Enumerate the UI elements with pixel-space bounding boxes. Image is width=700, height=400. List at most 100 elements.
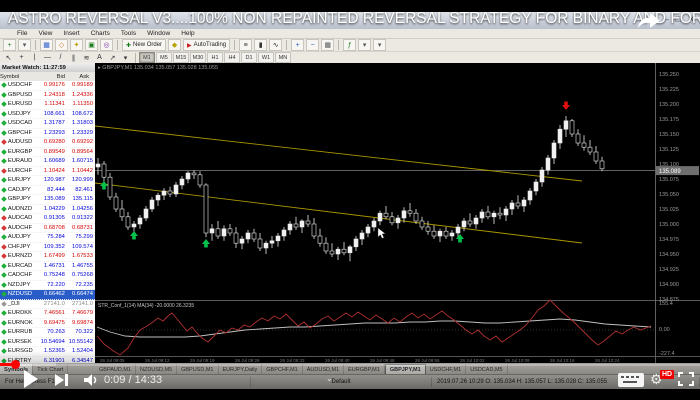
volume-button[interactable] — [84, 374, 100, 386]
market-watch-icon[interactable]: ▦ — [40, 39, 53, 51]
profiles-icon[interactable]: ▾ — [18, 39, 31, 51]
chevron-down-icon[interactable]: ⌄ — [326, 374, 333, 383]
table-row[interactable]: EURSGD 1.52365 1.52404 — [0, 347, 95, 357]
column-header-ask[interactable]: Ask — [79, 73, 89, 80]
table-row[interactable]: AUDNZD 1.04229 1.04256 — [0, 205, 95, 214]
table-row[interactable]: EURUSD 1.11341 1.11350 — [0, 100, 95, 110]
chart-background[interactable] — [95, 63, 700, 363]
video-title[interactable]: ASTRO REVERSAL V3....100% NON REPAINTED … — [8, 10, 700, 27]
table-row[interactable]: CHFJPY 109.352 109.574 — [0, 243, 95, 252]
timeframe-m30[interactable]: M30 — [190, 52, 206, 63]
table-row[interactable]: USDCHF 0.99176 0.99189 — [0, 81, 95, 91]
metaeditor-icon[interactable]: ◆ — [168, 39, 182, 51]
timeframe-w1[interactable]: W1 — [258, 52, 274, 63]
table-row[interactable]: AUDJPY 75.284 75.299 — [0, 233, 95, 243]
timeframe-h4[interactable]: H4 — [224, 52, 240, 63]
bid-cell: 108.661 — [43, 110, 65, 117]
zoom-out-icon[interactable]: − — [306, 39, 320, 51]
vertical-line-tool-icon[interactable]: | — [33, 54, 36, 61]
arrow-tool-icon[interactable]: ↗ — [109, 54, 116, 62]
table-row[interactable]: GBPUSD 1.24318 1.24336 — [0, 91, 95, 100]
table-row[interactable]: USDJPY 108.661 108.672 — [0, 110, 95, 119]
table-row[interactable]: EURNZD 1.67499 1.67533 — [0, 252, 95, 262]
table-row[interactable]: EURCHF 1.10424 1.10442 — [0, 167, 95, 176]
fibonacci-tool-icon[interactable]: ≋ — [83, 54, 90, 62]
next-button[interactable] — [55, 374, 71, 386]
bar-chart-icon[interactable]: ≡ — [239, 39, 253, 51]
window-controls[interactable]: – □ ✕ — [664, 14, 697, 24]
timeframe-d1[interactable]: D1 — [241, 52, 257, 63]
table-row[interactable]: EURCAD 1.46731 1.46755 — [0, 262, 95, 271]
timeframe-h1[interactable]: H1 — [207, 52, 223, 63]
trendline[interactable] — [95, 125, 583, 182]
strategy-tester-icon[interactable]: ◎ — [100, 39, 113, 51]
video-scrubber[interactable] — [11, 360, 20, 369]
periods-icon[interactable]: ▾ — [358, 39, 372, 51]
templates-icon[interactable]: ▾ — [373, 39, 387, 51]
share-icon[interactable] — [636, 12, 662, 30]
candlestick-chart-icon[interactable]: ▮ — [254, 39, 268, 51]
keyboard-icon[interactable] — [618, 373, 644, 387]
price-chart[interactable]: 135.250 135.225 135.200 135.175 135.150 135.1… — [95, 63, 700, 363]
table-row[interactable]: USDCAD 1.31787 1.31803 — [0, 119, 95, 129]
table-row[interactable]: NZDJPY 72.220 72.235 — [0, 281, 95, 290]
new-order-button[interactable]: ✚ New Order — [122, 39, 167, 51]
table-row[interactable]: CADCHF 0.75248 0.75268 — [0, 271, 95, 281]
channel-tool-icon[interactable]: ∥ — [71, 54, 76, 62]
bid-cell: 1.60689 — [43, 158, 65, 165]
line-chart-icon[interactable]: ∿ — [269, 39, 283, 51]
table-row[interactable]: EURNOK 9.69475 9.69874 — [0, 319, 95, 328]
menu-item-help[interactable]: Help — [181, 30, 195, 37]
status-profile[interactable]: Default — [251, 377, 432, 387]
menu-item-tools[interactable]: Tools — [120, 30, 137, 37]
shapes-tool-icon[interactable]: ▾ — [123, 54, 128, 62]
timeframe-mn[interactable]: MN — [275, 52, 291, 63]
fullscreen-button[interactable] — [678, 372, 694, 386]
symbol-cell: AUDJPY — [7, 234, 31, 241]
table-row[interactable]: GBPCHF 1.23293 1.23329 — [0, 129, 95, 138]
crosshair-tool-icon[interactable]: + — [19, 54, 24, 61]
column-header-bid[interactable]: Bid — [56, 73, 65, 80]
table-row[interactable]: _DJI 27141.0 27141.0 — [0, 300, 95, 309]
table-row[interactable]: CADJPY 82.444 82.461 — [0, 186, 95, 195]
menu-item-window[interactable]: Window — [147, 30, 171, 37]
table-row[interactable]: EURRUB 70.263 70.322 — [0, 328, 95, 338]
navigator-icon[interactable]: ✦ — [70, 39, 83, 51]
table-row[interactable]: AUDCHF 0.68708 0.68731 — [0, 224, 95, 233]
text-tool-icon[interactable]: A — [97, 54, 102, 61]
table-row[interactable]: EURSEK 10.54694 10.55142 — [0, 338, 95, 347]
terminal-icon[interactable]: ▣ — [85, 39, 98, 51]
menu-item-view[interactable]: View — [38, 30, 53, 37]
video-progress-bar[interactable] — [0, 360, 700, 369]
table-row[interactable]: NZDUSD 0.66462 0.66474 — [0, 290, 95, 300]
timeframe-m5[interactable]: M5 — [156, 52, 172, 63]
market-watch-table[interactable]: USDCHF 0.99176 0.99189 GBPUSD 1.24318 1.24336… — [0, 81, 95, 363]
timeframe-m15[interactable]: M15 — [173, 52, 189, 63]
candlestick — [287, 223, 293, 231]
ask-cell: 1.04256 — [72, 205, 93, 212]
table-row[interactable]: AUDUSD 0.69280 0.69292 — [0, 138, 95, 148]
zoom-in-icon[interactable]: + — [291, 39, 305, 51]
trendline-tool-icon[interactable]: / — [59, 54, 62, 61]
horizontal-line-tool-icon[interactable]: — — [44, 54, 51, 61]
table-row[interactable]: EURDKK 7.46561 7.46679 — [0, 309, 95, 319]
table-row[interactable]: EURGBP 0.89549 0.89564 — [0, 148, 95, 157]
table-row[interactable]: EURJPY 120.987 120.999 — [0, 176, 95, 186]
settings-gear-icon[interactable]: ⚙ — [650, 371, 663, 387]
play-button[interactable] — [24, 370, 38, 388]
symbol-status-icon — [1, 101, 7, 108]
indicators-icon[interactable]: ƒ — [343, 39, 357, 51]
table-row[interactable]: AUDCAD 0.91305 0.91322 — [0, 214, 95, 224]
cursor-tool-icon[interactable]: ↖ — [5, 54, 12, 62]
menu-item-charts[interactable]: Charts — [90, 30, 110, 37]
new-chart-icon[interactable]: + — [3, 39, 16, 51]
autotrading-button[interactable]: ▶ AutoTrading — [183, 39, 231, 51]
data-window-icon[interactable]: ◇ — [55, 39, 68, 51]
table-row[interactable]: GBPJPY 135.089 135.115 — [0, 195, 95, 205]
menu-item-insert[interactable]: Insert — [63, 30, 80, 37]
tile-windows-icon[interactable]: ▦ — [321, 39, 335, 51]
menu-item-file[interactable]: File — [17, 30, 28, 37]
column-header-symbol[interactable]: Symbol — [0, 73, 20, 80]
timeframe-m1[interactable]: M1 — [139, 52, 155, 63]
table-row[interactable]: EURAUD 1.60689 1.60715 — [0, 157, 95, 167]
